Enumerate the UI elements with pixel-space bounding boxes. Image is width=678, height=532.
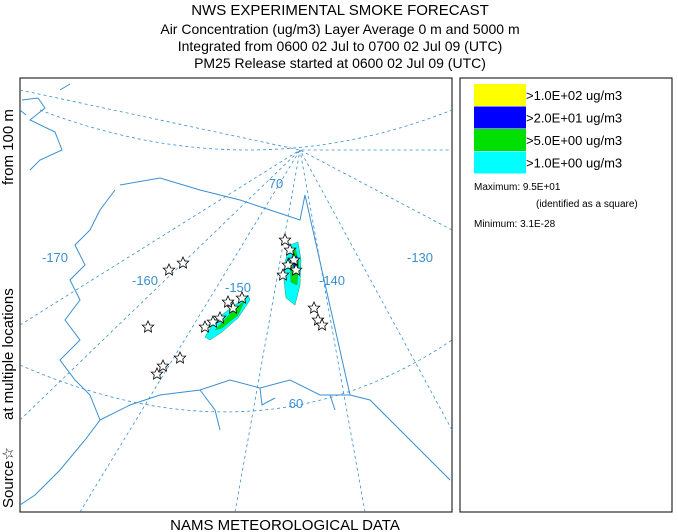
meridian <box>299 149 366 512</box>
longitude-label: -150 <box>225 280 251 295</box>
side-label-part: Source☆ <box>0 447 17 508</box>
longitude-label: -130 <box>407 250 433 265</box>
graticule-labels: -170 -160 -150 -140 -130 70 60 <box>42 176 433 411</box>
maximum-note: (identified as a square) <box>536 199 638 210</box>
title: NWS EXPERIMENTAL SMOKE FORECAST <box>191 2 489 19</box>
maximum: Maximum: 9.5E+01 <box>474 182 561 193</box>
source-star <box>173 351 187 364</box>
header: NWS EXPERIMENTAL SMOKE FORECAST Air Conc… <box>160 2 519 71</box>
longitude-label: -160 <box>132 273 158 288</box>
subtitle: PM25 Release started at 0600 02 Jul 09 (… <box>194 55 486 71</box>
legend-label: >1.0E+00 ug/m3 <box>526 156 622 171</box>
footer: NAMS METEOROLOGICAL DATA <box>170 517 400 532</box>
map: -170 -160 -150 -140 -130 70 60 <box>20 83 452 512</box>
legend: Maximum: 9.5E+01 (identified as a square… <box>474 84 638 230</box>
parallel <box>20 339 452 413</box>
legend-label: >5.0E+00 ug/m3 <box>526 133 622 148</box>
legend-frame <box>459 77 673 513</box>
source-star <box>156 359 170 372</box>
coastline <box>20 83 451 506</box>
subtitle: Air Concentration (ug/m3) Layer Average … <box>160 21 519 37</box>
longitude-label: -140 <box>319 273 345 288</box>
meridian <box>20 149 301 326</box>
legend-label: >2.0E+01 ug/m3 <box>526 111 622 126</box>
parallel <box>39 109 452 151</box>
legend-swatch <box>474 106 526 129</box>
side-label-part: at multiple locations <box>0 288 17 420</box>
legend-swatch <box>474 129 526 151</box>
side-label-part: from 100 m <box>0 109 17 185</box>
legend-label: >1.0E+02 ug/m3 <box>526 88 622 103</box>
meridian <box>20 89 452 151</box>
subtitle: Integrated from 0600 02 Jul to 0700 02 J… <box>178 38 503 54</box>
side-label: Source☆ at multiple locations from 100 m <box>0 109 17 508</box>
graticule <box>20 89 452 512</box>
legend-swatch <box>474 151 526 174</box>
meridian <box>299 149 452 431</box>
source-star <box>176 256 190 269</box>
source-star <box>162 263 176 276</box>
legend-swatch <box>474 84 526 106</box>
longitude-label: -170 <box>42 250 68 265</box>
map-frame <box>19 77 453 513</box>
minimum: Minimum: 3.1E-28 <box>474 219 556 230</box>
source-star <box>141 320 155 333</box>
meridian <box>234 149 301 512</box>
plume <box>204 241 302 341</box>
source-star <box>307 301 321 314</box>
latitude-label: 70 <box>269 176 283 191</box>
source-star <box>278 233 292 246</box>
meridian <box>20 149 301 512</box>
latitude-label: 60 <box>289 396 303 411</box>
